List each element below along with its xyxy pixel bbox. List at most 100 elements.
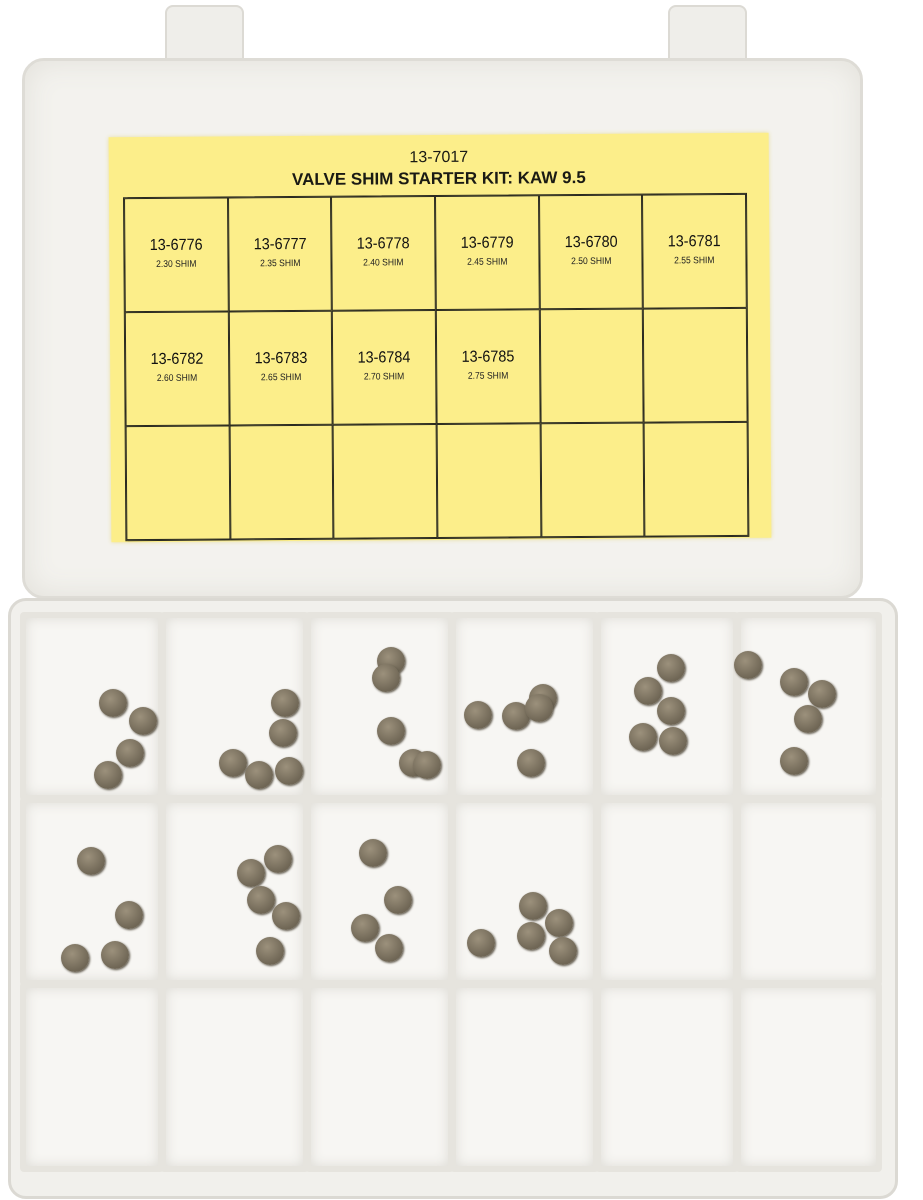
valve-shim [657, 654, 685, 682]
shim-size: 2.50 SHIM [570, 255, 612, 268]
label-cell: 13-6782 2.60 SHIM [124, 311, 230, 427]
part-number [650, 461, 741, 462]
kit-title: VALVE SHIM STARTER KIT: KAW 9.5 [291, 167, 586, 190]
valve-shim [99, 689, 127, 717]
shim-size: 2.30 SHIM [156, 258, 197, 270]
label-cell [643, 421, 749, 537]
shim-size [236, 468, 328, 469]
valve-shim [272, 902, 300, 930]
valve-shim [659, 727, 687, 755]
label-cell: 13-6785 2.75 SHIM [435, 309, 541, 425]
valve-shim [256, 937, 284, 965]
valve-shim [780, 747, 808, 775]
valve-shim [61, 944, 89, 972]
valve-shim [467, 929, 495, 957]
tray-compartment [20, 797, 164, 986]
part-number: 13-6784 [357, 349, 411, 367]
valve-shim [375, 934, 403, 962]
part-number [443, 462, 535, 463]
valve-shim [115, 901, 143, 929]
kit-label: 13-7017 VALVE SHIM STARTER KIT: KAW 9.5 … [108, 132, 772, 543]
valve-shim [549, 937, 577, 965]
label-cell: 13-6783 2.65 SHIM [228, 310, 333, 426]
shim-size [443, 466, 535, 467]
shim-size: 2.35 SHIM [259, 257, 301, 270]
shim-size: 2.45 SHIM [467, 256, 508, 268]
valve-shim [629, 723, 657, 751]
part-number [649, 347, 740, 348]
shim-size [339, 467, 430, 468]
part-number: 13-6777 [253, 235, 307, 254]
shim-size: 2.55 SHIM [674, 255, 715, 267]
tray-compartment [160, 797, 309, 986]
label-cell: 13-6780 2.50 SHIM [538, 194, 644, 310]
label-cell [229, 424, 334, 540]
valve-shim [525, 694, 553, 722]
valve-shim [245, 761, 273, 789]
shim-size [650, 465, 741, 466]
valve-shim [275, 757, 303, 785]
valve-shim [94, 761, 122, 789]
tray-compartment [735, 982, 882, 1172]
shim-size [132, 469, 223, 470]
valve-shim [247, 886, 275, 914]
tray-compartment [20, 982, 164, 1172]
tray-compartment [595, 982, 739, 1172]
part-number: 13-6779 [460, 234, 514, 252]
shim-size [650, 351, 741, 352]
part-number: 13-6780 [564, 233, 618, 252]
label-cell: 13-6777 2.35 SHIM [227, 196, 333, 312]
label-cell [539, 308, 644, 424]
label-cell: 13-6776 2.30 SHIM [124, 197, 229, 313]
part-number [547, 462, 639, 463]
label-cell [436, 423, 542, 539]
tray-compartment [450, 797, 599, 986]
shim-size [547, 466, 639, 467]
part-number: 13-6781 [668, 233, 721, 251]
shim-size [546, 352, 638, 353]
valve-shim [517, 749, 545, 777]
valve-shim [271, 689, 299, 717]
shim-size: 2.40 SHIM [363, 257, 404, 269]
valve-shim [464, 701, 492, 729]
valve-shim [808, 680, 836, 708]
valve-shim [77, 847, 105, 875]
shim-size: 2.65 SHIM [260, 371, 302, 384]
valve-shim [359, 839, 387, 867]
valve-shim [237, 859, 265, 887]
label-cell: 13-6784 2.70 SHIM [332, 310, 437, 425]
valve-shim [116, 739, 144, 767]
valve-shim [657, 697, 685, 725]
valve-shim [101, 941, 129, 969]
shim-size: 2.75 SHIM [467, 370, 509, 382]
valve-shim [413, 751, 441, 779]
label-cell: 13-6778 2.40 SHIM [331, 196, 436, 311]
valve-shim [269, 719, 297, 747]
part-number: 13-6785 [461, 348, 515, 366]
tray-compartment [595, 797, 739, 986]
part-number [236, 464, 328, 465]
tray-compartment [735, 797, 882, 986]
part-number: 13-6782 [150, 350, 204, 369]
label-cell [540, 422, 645, 538]
valve-shim [377, 717, 405, 745]
valve-shim [545, 909, 573, 937]
valve-shim [129, 707, 157, 735]
shim-size-grid: 13-6776 2.30 SHIM 13-6777 2.35 SHIM 13-6778 2… [123, 192, 750, 542]
shim-size: 2.60 SHIM [156, 372, 198, 384]
part-number [546, 348, 638, 349]
tray-compartment [305, 982, 454, 1172]
label-cell: 13-6781 2.55 SHIM [642, 193, 747, 309]
part-number [339, 463, 430, 464]
tray-compartment [450, 982, 599, 1172]
label-cell [643, 307, 748, 423]
valve-shim [384, 886, 412, 914]
part-number: 13-6778 [357, 235, 410, 253]
valve-shim [519, 892, 547, 920]
kit-number: 13-7017 [409, 148, 469, 167]
label-cell [332, 424, 438, 539]
valve-shim [780, 668, 808, 696]
label-cell [125, 425, 231, 541]
valve-shim [517, 922, 545, 950]
valve-shim [634, 677, 662, 705]
